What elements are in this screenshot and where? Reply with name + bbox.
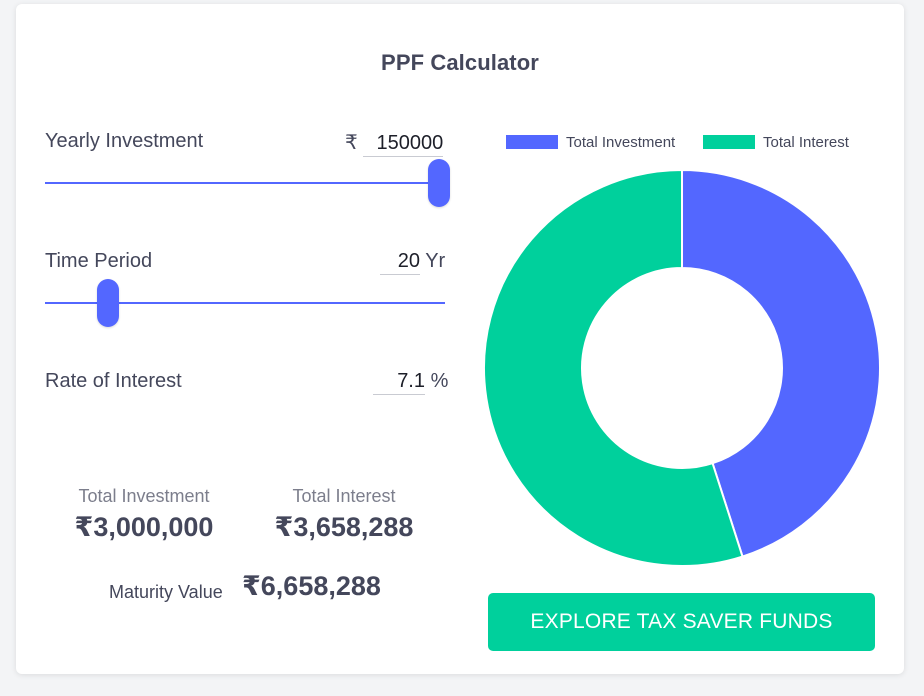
- donut-slice-investment[interactable]: [681, 168, 881, 558]
- time-period-slider-thumb[interactable]: [97, 279, 120, 327]
- time-period-input[interactable]: 20: [380, 250, 420, 275]
- total-investment-label: Total Investment: [78, 486, 210, 506]
- rate-of-interest-label: Rate of Interest: [45, 370, 182, 392]
- total-interest-value: ₹3,658,288: [274, 512, 414, 542]
- donut-slice-interest[interactable]: [483, 168, 744, 567]
- legend-swatch-investment: [506, 135, 558, 149]
- time-period-label: Time Period: [45, 250, 153, 272]
- yearly-investment-value-box: ₹ 150000: [345, 130, 444, 157]
- rate-of-interest-value: 7.1: [373, 370, 425, 395]
- time-period-slider-track[interactable]: [45, 302, 445, 304]
- yearly-investment-label: Yearly Investment: [45, 130, 204, 152]
- maturity-value: ₹6,658,288: [242, 571, 381, 601]
- time-period-unit: Yr: [425, 250, 446, 272]
- yearly-investment-slider-thumb[interactable]: [428, 159, 450, 207]
- donut-chart: [483, 168, 881, 567]
- legend-item-interest[interactable]: Total Interest: [703, 134, 849, 151]
- maturity-value-label: Maturity Value: [109, 582, 223, 602]
- ppf-calculator-card: PPF Calculator Yearly Investment ₹ 15000…: [16, 4, 904, 674]
- total-interest-label: Total Interest: [292, 486, 396, 506]
- rupee-symbol: ₹: [345, 132, 358, 154]
- explore-tax-saver-funds-button[interactable]: EXPLORE TAX SAVER FUNDS: [488, 593, 875, 651]
- page-title: PPF Calculator: [381, 50, 539, 75]
- time-period-value-box: 20 Yr: [380, 250, 445, 275]
- legend-label-investment: Total Investment: [566, 134, 676, 151]
- rate-of-interest-unit: %: [430, 370, 449, 392]
- legend-item-investment[interactable]: Total Investment: [506, 134, 675, 151]
- rate-of-interest-value-box: 7.1 %: [373, 370, 448, 395]
- yearly-investment-input[interactable]: 150000: [363, 132, 444, 157]
- yearly-investment-slider-track[interactable]: [45, 182, 445, 184]
- legend-label-interest: Total Interest: [763, 134, 849, 151]
- total-investment-value: ₹3,000,000: [74, 512, 214, 542]
- legend-swatch-interest: [703, 135, 755, 149]
